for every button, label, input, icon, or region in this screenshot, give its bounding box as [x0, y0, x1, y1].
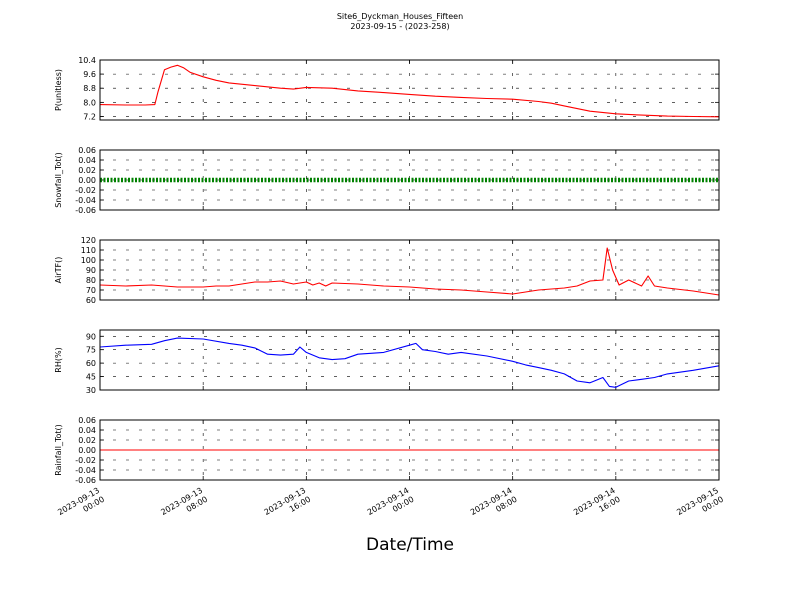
chart-title: Site6_Dyckman_Houses_Fifteen — [337, 12, 463, 21]
y-tick-label: 0.02 — [78, 166, 96, 175]
x-tick-label: 2023-09-1400:00 — [366, 486, 416, 526]
y-tick-label: 0.00 — [78, 176, 96, 185]
y-tick-label: 0.04 — [78, 426, 96, 435]
y-tick-label: 70 — [86, 286, 96, 295]
x-tick-label: 2023-09-1500:00 — [675, 486, 725, 526]
y-tick-label: 80 — [86, 276, 96, 285]
y-tick-label: 45 — [86, 373, 96, 382]
y-tick-label: 8.0 — [83, 98, 96, 107]
y-tick-label: 100 — [81, 256, 96, 265]
panel: 0.060.040.020.00-0.02-0.04-0.06 Snowfall_… — [54, 146, 720, 215]
x-tick-label: 2023-09-1416:00 — [572, 486, 622, 526]
y-axis-label: P(unitless) — [54, 69, 63, 111]
plot-frame — [99, 59, 720, 121]
y-tick-label: 60 — [86, 296, 96, 305]
chart-subtitle: 2023-09-15 - (2023-258) — [350, 22, 449, 31]
plot-frame — [99, 329, 720, 391]
series-line — [99, 64, 720, 118]
y-tick-label: 0.00 — [78, 446, 96, 455]
y-tick-label: -0.04 — [75, 196, 96, 205]
plot-frame — [99, 419, 720, 481]
y-tick-label: -0.02 — [75, 186, 96, 195]
panel: 0.060.040.020.00-0.02-0.04-0.06 Rainfall_… — [54, 416, 720, 485]
y-tick-label: -0.06 — [75, 206, 96, 215]
y-tick-label: 7.2 — [83, 112, 96, 121]
y-tick-label: 110 — [81, 246, 96, 255]
y-axis-label: RH(%) — [54, 347, 63, 372]
y-tick-label: 0.04 — [78, 156, 96, 165]
x-tick-label: 2023-09-1408:00 — [469, 486, 519, 526]
y-tick-label: 90 — [86, 332, 96, 341]
plot-frame — [99, 149, 720, 211]
y-tick-label: 30 — [86, 386, 96, 395]
series-line — [99, 247, 720, 296]
x-tick-label: 2023-09-1316:00 — [263, 486, 313, 526]
panel: 90 75 60 45 30 RH(%) — [54, 329, 720, 395]
y-tick-label: -0.06 — [75, 476, 96, 485]
y-tick-label: -0.04 — [75, 466, 96, 475]
y-tick-label: 60 — [86, 359, 96, 368]
y-tick-label: -0.02 — [75, 456, 96, 465]
panels: 10.49.68.88.07.2P(unitless)0.060.040.020… — [54, 56, 720, 485]
y-axis-label: Rainfall_Tot() — [54, 424, 63, 476]
y-tick-label: 8.8 — [83, 84, 96, 93]
y-axis-label: AirTF() — [54, 257, 63, 284]
x-tick-labels: 2023-09-1300:00 2023-09-1308:00 2023-09-13… — [56, 486, 725, 526]
x-tick-label: 2023-09-1300:00 — [56, 486, 106, 526]
y-tick-label: 75 — [86, 346, 96, 355]
y-tick-label: 120 — [81, 236, 96, 245]
y-axis-label: Snowfall_Tot() — [54, 152, 63, 208]
x-axis-label: Date/Time — [366, 535, 454, 555]
y-tick-label: 0.06 — [78, 146, 96, 155]
series-line — [99, 337, 720, 388]
y-tick-label: 90 — [86, 266, 96, 275]
y-tick-label: 0.06 — [78, 416, 96, 425]
y-tick-label: 9.6 — [83, 70, 96, 79]
panel: 10.4 9.6 8.8 8.0 7.2 P(unitless) — [54, 56, 720, 121]
y-tick-label: 10.4 — [78, 56, 96, 65]
x-tick-label: 2023-09-1308:00 — [159, 486, 209, 526]
plot-frame — [99, 239, 720, 301]
y-tick-label: 0.02 — [78, 436, 96, 445]
